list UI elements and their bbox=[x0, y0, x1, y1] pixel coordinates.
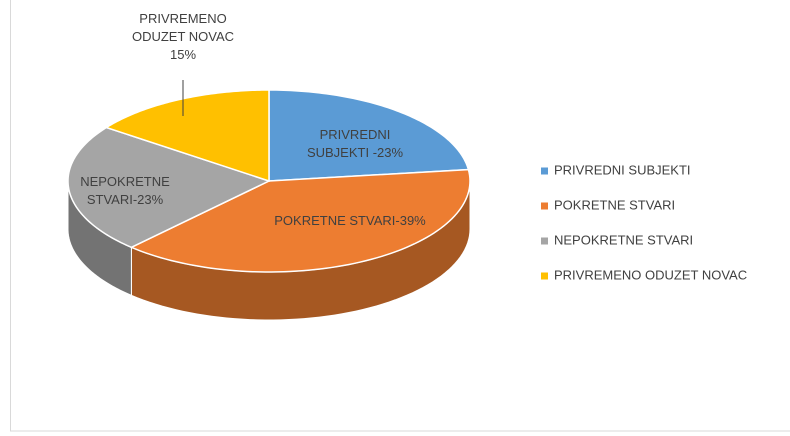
chart-frame bbox=[10, 0, 790, 432]
legend-swatch bbox=[541, 272, 548, 280]
data-label: POKRETNE STVARI-39% bbox=[274, 213, 426, 228]
data-label: PRIVREMENO ODUZET NOVAC 15% bbox=[131, 11, 235, 62]
slice bbox=[129, 168, 471, 273]
slice bbox=[67, 126, 272, 249]
slice bbox=[104, 89, 270, 183]
legend-label: POKRETNE STVARI bbox=[554, 197, 675, 212]
data-label: PRIVREDNI SUBJEKTI -23% bbox=[306, 127, 404, 160]
legend-swatch bbox=[541, 237, 548, 245]
legend-swatch bbox=[541, 202, 548, 210]
data-label: NEPOKRETNE STVARI-23% bbox=[80, 174, 170, 207]
legend-label: PRIVREDNI SUBJEKTI bbox=[554, 162, 691, 177]
legend-label: NEPOKRETNE STVARI bbox=[554, 232, 693, 247]
legend-label: PRIVREMENO ODUZET NOVAC bbox=[554, 267, 747, 282]
slice bbox=[268, 89, 470, 182]
legend-swatch bbox=[541, 167, 548, 175]
